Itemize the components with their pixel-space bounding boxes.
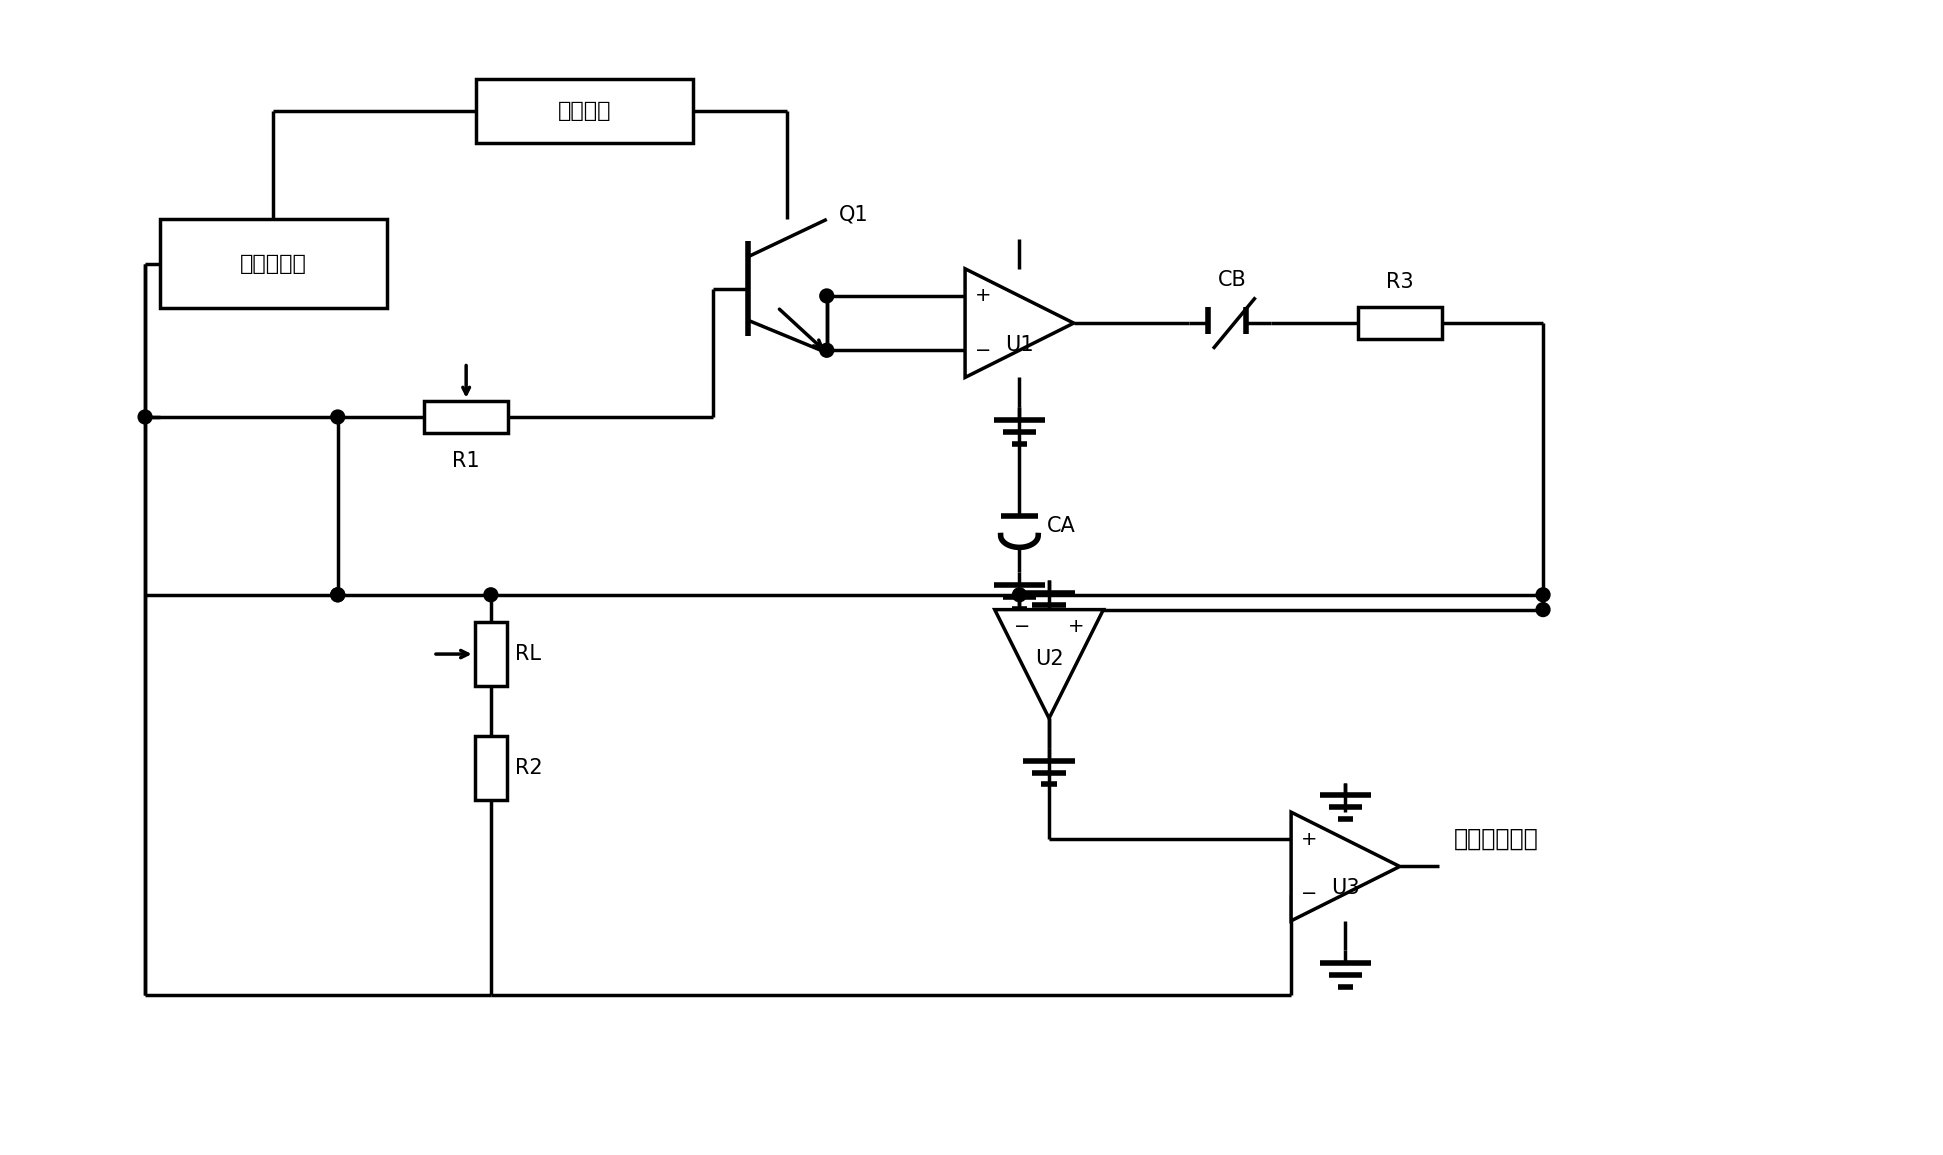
Text: +: +	[1300, 829, 1317, 849]
Bar	[476, 79, 694, 143]
Bar	[474, 736, 507, 799]
Text: −: −	[1300, 884, 1317, 903]
Text: 串联电阵: 串联电阵	[558, 100, 612, 120]
Circle shape	[330, 588, 344, 602]
Circle shape	[820, 343, 834, 357]
Text: Q1: Q1	[839, 204, 869, 224]
Circle shape	[138, 410, 152, 424]
Text: −: −	[1014, 617, 1030, 636]
Circle shape	[1537, 603, 1551, 617]
Text: +: +	[975, 286, 991, 305]
Circle shape	[820, 289, 834, 303]
Bar	[1358, 307, 1442, 340]
Text: CA: CA	[1047, 515, 1076, 536]
Circle shape	[330, 410, 344, 424]
Polygon shape	[1290, 812, 1399, 921]
Text: U3: U3	[1331, 878, 1360, 899]
Bar	[474, 621, 507, 686]
Text: 集电极电源: 集电极电源	[241, 254, 307, 274]
Circle shape	[330, 588, 344, 602]
Text: U1: U1	[1005, 335, 1034, 355]
Text: U2: U2	[1036, 649, 1063, 669]
Text: RL: RL	[515, 644, 540, 664]
Text: 主垂直输出端: 主垂直输出端	[1453, 827, 1539, 851]
Text: CB: CB	[1218, 269, 1245, 290]
Text: −: −	[975, 341, 991, 359]
Circle shape	[484, 588, 497, 602]
Text: R3: R3	[1385, 271, 1415, 291]
Text: R2: R2	[515, 758, 542, 777]
Circle shape	[1537, 588, 1551, 602]
Polygon shape	[995, 610, 1104, 718]
Bar	[424, 401, 509, 433]
Circle shape	[1012, 588, 1026, 602]
Polygon shape	[966, 269, 1074, 378]
Bar	[159, 219, 387, 308]
Text: R1: R1	[453, 452, 480, 471]
Text: +: +	[1069, 617, 1084, 636]
